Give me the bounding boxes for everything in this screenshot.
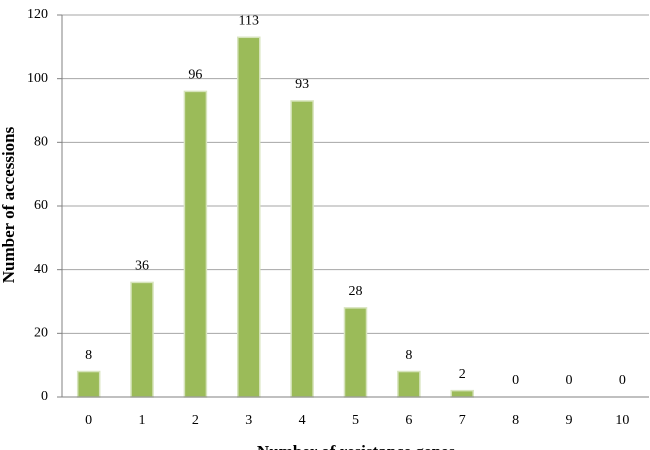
data-label: 36 [135, 259, 149, 274]
x-tick-label: 9 [565, 413, 572, 428]
x-tick-label: 8 [512, 413, 519, 428]
y-tick-label: 60 [34, 198, 48, 213]
x-tick-label: 0 [85, 413, 92, 428]
bar [183, 90, 208, 398]
data-label: 0 [512, 373, 519, 388]
bar [450, 389, 474, 398]
data-label: 8 [85, 348, 92, 363]
x-tick-label: 6 [405, 413, 412, 428]
x-tick-label: 1 [139, 413, 146, 428]
bar [130, 281, 154, 398]
x-tick-label: 3 [245, 413, 252, 428]
data-label: 0 [565, 373, 572, 388]
y-tick-label: 120 [27, 7, 48, 22]
y-tick-label: 40 [34, 262, 48, 277]
data-label: 113 [239, 14, 259, 29]
bar [237, 36, 261, 398]
y-tick-label: 80 [34, 135, 48, 150]
data-label: 2 [459, 367, 466, 382]
y-tick-label: 0 [41, 389, 48, 404]
x-tick-label: 10 [615, 413, 629, 428]
y-tick-label: 20 [34, 326, 48, 341]
x-tick-label: 4 [299, 413, 306, 428]
data-label: 8 [405, 348, 412, 363]
data-label: 0 [619, 373, 626, 388]
x-tick-label: 5 [352, 413, 359, 428]
data-label: 96 [188, 68, 202, 83]
bar [290, 100, 314, 398]
x-axis-label: Number of resistance genes [257, 442, 456, 450]
x-tick-label: 2 [192, 413, 199, 428]
x-tick-label: 7 [459, 413, 466, 428]
bar [397, 370, 421, 398]
y-tick-label: 100 [27, 71, 48, 86]
bar [76, 370, 101, 398]
y-axis-label: Number of accessions [0, 126, 18, 283]
bar [343, 307, 368, 398]
data-label: 28 [349, 284, 363, 299]
data-label: 93 [295, 77, 309, 92]
